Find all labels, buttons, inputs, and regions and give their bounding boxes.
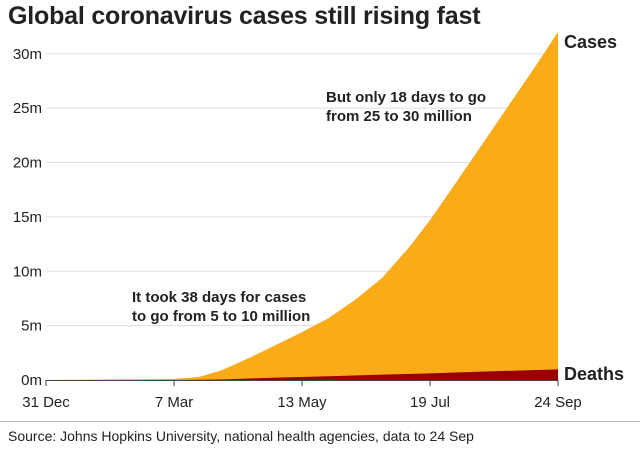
y-tick-label: 0m xyxy=(21,372,42,389)
area-chart: 0m 5m 10m 15m 20m 25m 30m 31 Dec 7 Mar 13 May 19 … xyxy=(13,32,624,411)
x-tick-label: 31 Dec xyxy=(22,394,70,411)
series-label-deaths: Deaths xyxy=(564,364,624,384)
y-tick-label: 30m xyxy=(13,46,42,63)
footer-divider xyxy=(0,421,640,422)
y-tick-label: 20m xyxy=(13,155,42,172)
x-tick-label: 19 Jul xyxy=(410,394,450,411)
annotation-line: But only 18 days to go xyxy=(326,89,486,106)
annotation-line: to go from 5 to 10 million xyxy=(132,308,310,325)
y-tick-label: 5m xyxy=(21,318,42,335)
y-tick-label: 10m xyxy=(13,263,42,280)
chart-title: Global coronavirus cases still rising fa… xyxy=(8,2,481,30)
annotation-line: It took 38 days for cases xyxy=(132,289,306,306)
series-area-cases xyxy=(46,32,558,380)
x-tick-label: 24 Sep xyxy=(534,394,582,411)
x-tick-label: 7 Mar xyxy=(155,394,193,411)
annotation-line: from 25 to 30 million xyxy=(326,108,472,125)
y-tick-label: 15m xyxy=(13,209,42,226)
series-area-deaths xyxy=(46,369,558,380)
source-note: Source: Johns Hopkins University, nation… xyxy=(8,428,474,444)
series-label-cases: Cases xyxy=(564,32,617,52)
y-tick-label: 25m xyxy=(13,100,42,117)
x-tick-label: 13 May xyxy=(277,394,327,411)
